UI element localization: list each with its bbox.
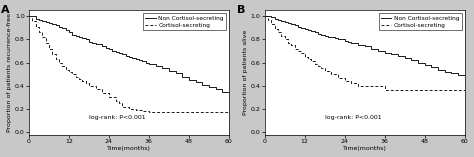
- Text: A: A: [1, 5, 9, 15]
- X-axis label: Time(months): Time(months): [107, 146, 151, 152]
- Text: log-rank: P<0.001: log-rank: P<0.001: [89, 115, 146, 120]
- X-axis label: Time(months): Time(months): [343, 146, 386, 152]
- Y-axis label: Proportion of patients recurrence-free: Proportion of patients recurrence-free: [7, 13, 12, 132]
- Text: B: B: [237, 5, 245, 15]
- Legend: Non Cortisol-secreting, Cortisol-secreting: Non Cortisol-secreting, Cortisol-secreti…: [143, 13, 226, 30]
- Text: log-rank: P<0.001: log-rank: P<0.001: [325, 115, 381, 120]
- Y-axis label: Proportion of patients alive: Proportion of patients alive: [243, 30, 248, 115]
- Legend: Non Cortisol-secreting, Cortisol-secreting: Non Cortisol-secreting, Cortisol-secreti…: [379, 13, 462, 30]
